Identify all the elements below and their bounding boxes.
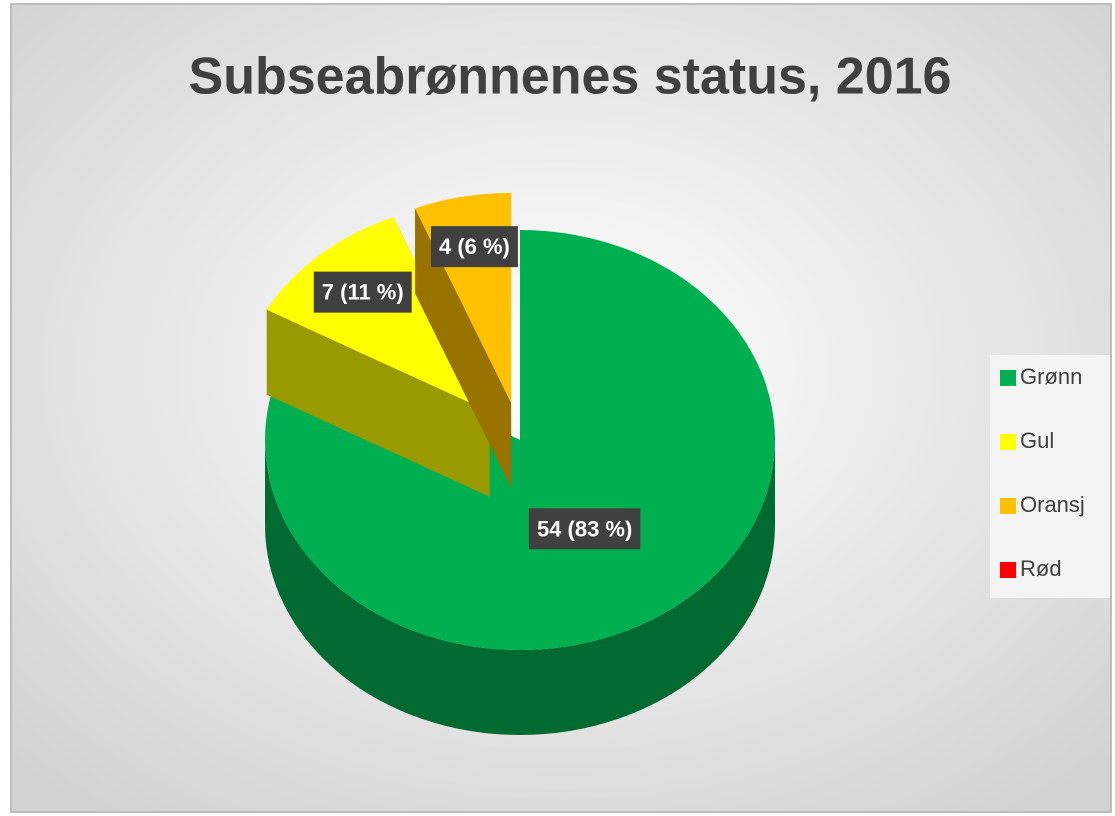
legend-swatch bbox=[1000, 498, 1016, 514]
data-label-box bbox=[313, 271, 412, 313]
legend-box bbox=[990, 355, 1110, 598]
data-label: 7 (11 %) bbox=[322, 280, 404, 305]
legend-swatch bbox=[1000, 562, 1016, 578]
legend-swatch bbox=[1000, 370, 1016, 386]
slice-wall bbox=[265, 440, 775, 735]
legend-label: Gul bbox=[1020, 428, 1054, 453]
chart-title: Subseabrønnenes status, 2016 bbox=[189, 48, 952, 106]
legend-swatch bbox=[1000, 434, 1016, 450]
legend-label: Grønn bbox=[1020, 364, 1082, 389]
slice-side bbox=[415, 208, 512, 488]
legend-label: Rød bbox=[1020, 556, 1062, 581]
pie-slice bbox=[266, 217, 490, 412]
data-label-box bbox=[528, 508, 641, 550]
data-label: 54 (83 %) bbox=[537, 516, 632, 541]
data-label-box bbox=[430, 226, 518, 268]
legend-label: Oransj bbox=[1020, 492, 1085, 517]
data-label: 4 (6 %) bbox=[439, 234, 510, 259]
pie-slice bbox=[265, 230, 776, 650]
slice-side bbox=[266, 309, 490, 497]
